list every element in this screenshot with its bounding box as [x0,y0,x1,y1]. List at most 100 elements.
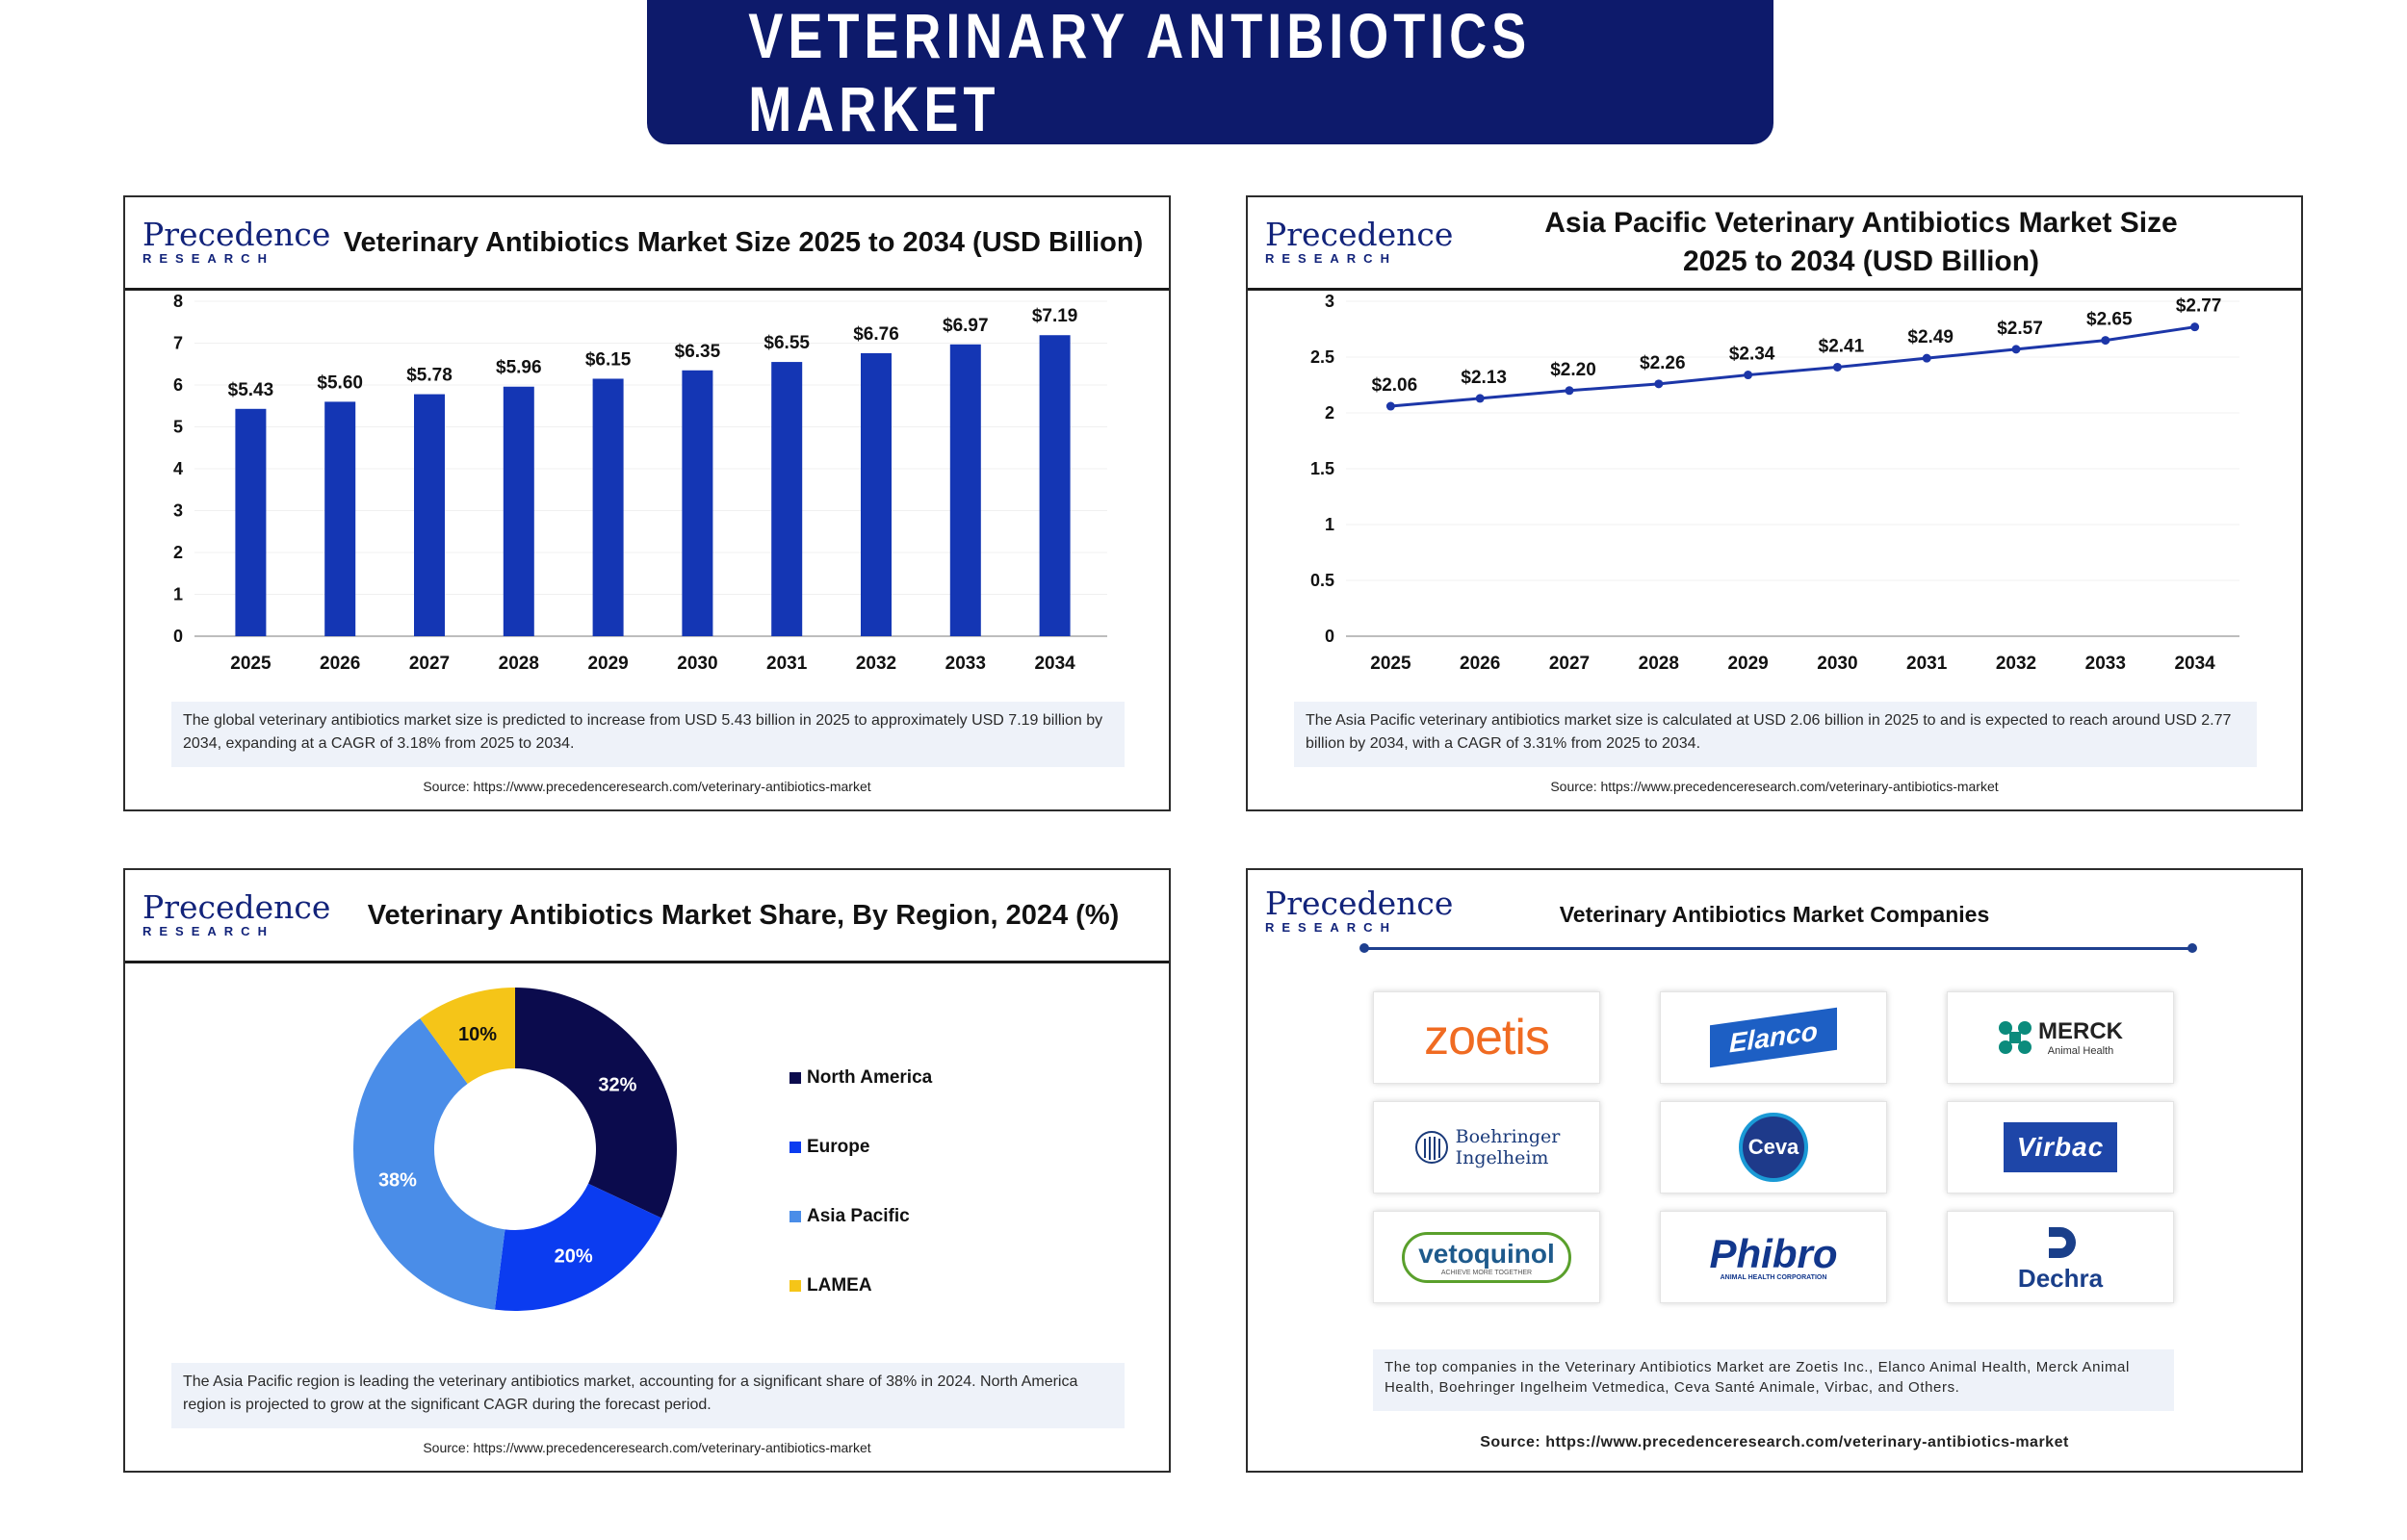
y-tick-label: 2 [173,543,183,562]
title-banner: VETERINARY ANTIBIOTICS MARKET [647,0,1773,144]
bar [503,386,534,636]
vetoquinol-tagline: ACHIEVE MORE TOGETHER [1440,1269,1533,1276]
virbac-wordmark: Virbac [2016,1132,2105,1162]
y-tick-label: 1 [1325,515,1334,534]
line-chart-note: The Asia Pacific veterinary antibiotics … [1294,702,2257,767]
elanco-badge: Elanco [1710,1007,1837,1068]
data-label: $5.43 [228,380,274,400]
data-point [1654,379,1664,389]
donut-legend: North America Europe Asia Pacific LAMEA [789,1043,932,1321]
divider-dot [2187,943,2197,953]
bar-chart: 0 1 2 3 4 5 6 7 8 $5.43 2025 $5.60 2026 $5.78 2027 $5.9… [173,294,1107,674]
x-tick-label: 2030 [677,654,717,674]
donut-slice [420,988,515,1085]
ceva-wordmark: Ceva [1747,1135,1799,1159]
merck-subtitle: Animal Health [2047,1045,2114,1057]
x-tick-label: 2034 [2174,654,2215,674]
virbac-badge: Virbac [2003,1122,2118,1172]
precedence-logo: Precedence RESEARCH [1265,216,1454,269]
donut-chart-title: Veterinary Antibiotics Market Share, By … [367,899,1120,931]
x-tick-label: 2025 [230,654,272,674]
y-tick-label: 1.5 [1310,459,1334,478]
slice-label: 20% [555,1245,593,1267]
data-label: $6.76 [853,324,899,345]
companies-panel: Precedence RESEARCH Veterinary Antibioti… [1246,868,2303,1473]
data-label: $6.35 [675,342,721,362]
line-chart-title: Asia Pacific Veterinary Antibiotics Mark… [1544,207,2178,277]
companies-note: The top companies in the Veterinary Anti… [1373,1349,2174,1411]
x-tick-label: 2027 [1549,654,1590,674]
y-tick-label: 2.5 [1310,347,1334,367]
precedence-logo: Precedence RESEARCH [142,216,331,269]
x-tick-label: 2028 [1639,654,1679,674]
donut-chart-panel: Precedence RESEARCH Veterinary Antibioti… [123,868,1171,1473]
bar [324,401,356,636]
panel-header: Precedence RESEARCH Asia Pacific Veterin… [1248,197,2301,291]
merck-text: MERCK Animal Health [2038,1018,2123,1057]
logo-wordmark: Precedence [1265,216,1454,253]
data-label: $2.13 [1461,368,1507,388]
bar-chart-title: Veterinary Antibiotics Market Size 2025 … [343,226,1144,258]
bar [1039,335,1071,636]
bar-chart-note: The global veterinary antibiotics market… [171,702,1125,767]
y-tick-label: 2 [1325,403,1334,423]
companies-title: Veterinary Antibiotics Market Companies [1559,901,1990,927]
y-tick-label: 3 [1325,294,1334,311]
data-label: $5.60 [317,372,363,393]
slice-label: 32% [598,1074,636,1095]
x-tick-label: 2031 [766,654,808,674]
legend-item-north-america: North America [789,1043,932,1113]
data-point [1744,371,1753,380]
data-point [1385,401,1395,411]
legend-swatch [789,1072,801,1084]
data-label: $5.78 [406,366,453,386]
y-tick-label: 8 [173,294,183,311]
x-tick-label: 2030 [1817,654,1857,674]
donut-slice [515,988,677,1219]
precedence-logo: Precedence RESEARCH [142,888,331,941]
data-label: $5.96 [496,358,542,378]
slice-label: 10% [458,1024,497,1045]
logo-wordmark: Precedence [142,216,331,253]
company-logo-virbac: Virbac [1947,1101,2174,1194]
legend-swatch [789,1142,801,1153]
bar [771,362,803,636]
elanco-wordmark: Elanco [1729,1015,1818,1059]
bar-chart-panel: Precedence RESEARCH Veterinary Antibioti… [123,195,1171,811]
banner-title: VETERINARY ANTIBIOTICS MARKET [748,0,1532,144]
data-label: $2.57 [1997,319,2043,339]
x-tick-label: 2033 [945,654,986,674]
data-point [1475,394,1485,403]
data-point [1565,386,1574,396]
y-tick-label: 6 [173,375,183,395]
legend-label: Asia Pacific [807,1206,910,1226]
x-tick-label: 2026 [320,654,360,674]
panel-header: Precedence RESEARCH Veterinary Antibioti… [125,870,1169,963]
line-chart-source: Source: https://www.precedenceresearch.c… [1550,779,1999,794]
data-label: $6.15 [585,349,632,370]
bar [235,408,267,636]
logo-wordmark: Precedence [142,888,331,926]
dechra-wordmark: Dechra [2017,1264,2104,1293]
y-tick-label: 7 [173,334,183,353]
y-tick-label: 0 [1325,627,1334,646]
x-tick-label: 2026 [1460,654,1500,674]
logo-subtitle: RESEARCH [1265,251,1397,266]
donut-slice [494,1183,662,1311]
data-label: $2.34 [1729,345,1775,365]
legend-label: North America [807,1067,933,1088]
data-point [2101,336,2110,346]
donut-chart-note: The Asia Pacific region is leading the v… [171,1363,1125,1428]
company-logo-vetoquinol: vetoquinol ACHIEVE MORE TOGETHER [1373,1211,1600,1303]
phibro-wordmark: Phibro [1709,1230,1838,1276]
company-logo-zoetis: zoetis [1373,991,1600,1084]
data-point [1922,353,1931,363]
logo-subtitle: RESEARCH [142,924,274,938]
y-tick-label: 0.5 [1310,571,1334,590]
data-label: $7.19 [1032,306,1078,326]
donut-chart-source: Source: https://www.precedenceresearch.c… [423,1440,871,1455]
data-label: $2.49 [1907,327,1954,347]
donut-slice [353,1018,505,1310]
bar [592,378,624,636]
legend-item-asia-pacific: Asia Pacific [789,1182,932,1251]
